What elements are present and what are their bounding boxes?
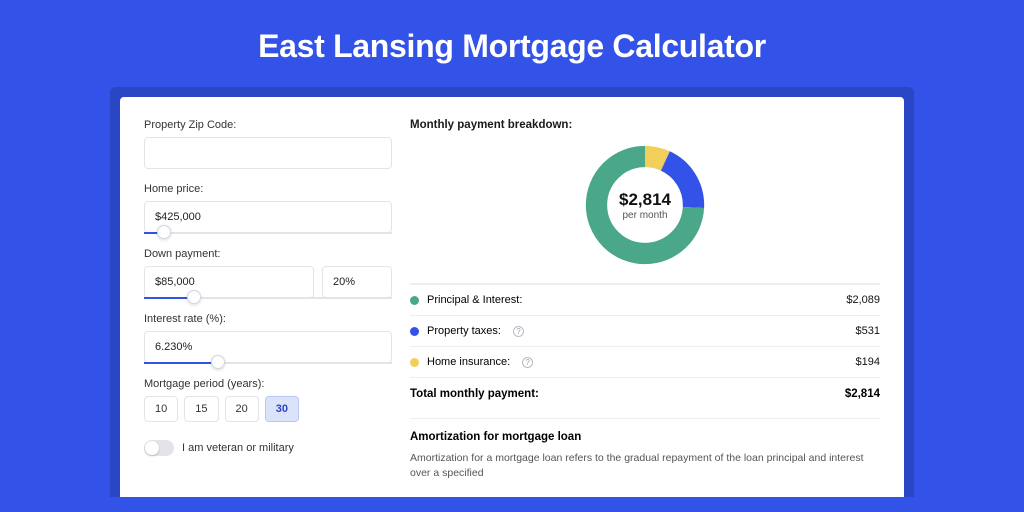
breakdown-row: Property taxes:? $531 [410,315,880,346]
donut-chart: $2,814 per month [581,141,709,269]
page-title: East Lansing Mortgage Calculator [0,0,1024,87]
donut-center: $2,814 per month [581,141,709,269]
breakdown-value: $2,089 [846,294,880,306]
rate-slider[interactable] [144,362,392,364]
zip-label: Property Zip Code: [144,119,392,131]
veteran-toggle-knob [145,441,159,455]
breakdown-row-left: Property taxes:? [410,325,524,337]
amortization-text: Amortization for a mortgage loan refers … [410,451,880,480]
rate-slider-fill [144,362,218,364]
breakdown-row: Home insurance:? $194 [410,346,880,377]
period-option-30[interactable]: 30 [265,396,299,422]
period-option-20[interactable]: 20 [225,396,259,422]
legend-dot [410,296,419,305]
card-shadow: Property Zip Code: Home price: Down paym… [110,87,914,497]
down-label: Down payment: [144,248,392,260]
period-options: 1015 2030 [144,396,392,422]
price-slider[interactable] [144,232,392,234]
rate-label: Interest rate (%): [144,313,392,325]
breakdown-row: Principal & Interest: $2,089 [410,284,880,315]
period-option-15[interactable]: 15 [184,396,218,422]
price-slider-thumb[interactable] [157,225,171,239]
donut-center-value: $2,814 [619,190,671,210]
amortization-title: Amortization for mortgage loan [410,431,880,443]
total-value: $2,814 [845,388,880,400]
veteran-toggle[interactable] [144,440,174,456]
veteran-label: I am veteran or military [182,442,294,454]
legend-dot [410,358,419,367]
price-label: Home price: [144,183,392,195]
breakdown-label: Property taxes: [427,325,501,337]
zip-input[interactable] [144,137,392,169]
price-input[interactable] [144,201,392,233]
amortization-section: Amortization for mortgage loan Amortizat… [410,418,880,480]
down-slider[interactable] [144,297,392,299]
help-icon[interactable]: ? [513,326,524,337]
donut-center-sub: per month [622,210,667,221]
price-field-group: Home price: [144,183,392,234]
rate-input[interactable] [144,331,392,363]
rate-field-group: Interest rate (%): [144,313,392,364]
veteran-row: I am veteran or military [144,440,392,456]
down-slider-thumb[interactable] [187,290,201,304]
legend-dot [410,327,419,336]
breakdown-value: $194 [856,356,880,368]
zip-field-group: Property Zip Code: [144,119,392,169]
breakdown-row-left: Principal & Interest: [410,294,522,306]
rate-slider-thumb[interactable] [211,355,225,369]
period-option-10[interactable]: 10 [144,396,178,422]
breakdown-title: Monthly payment breakdown: [410,119,880,131]
down-amount-input[interactable] [144,266,314,298]
period-label: Mortgage period (years): [144,378,392,390]
donut-chart-wrap: $2,814 per month [410,141,880,269]
inputs-column: Property Zip Code: Home price: Down paym… [144,119,392,497]
breakdown-value: $531 [856,325,880,337]
down-field-group: Down payment: [144,248,392,299]
period-field-group: Mortgage period (years): 1015 2030 [144,378,392,422]
breakdown-label: Principal & Interest: [427,294,522,306]
breakdown-column: Monthly payment breakdown: $2,814 per mo… [410,119,880,497]
down-pct-input[interactable] [322,266,392,298]
breakdown-row-left: Home insurance:? [410,356,533,368]
total-row: Total monthly payment: $2,814 [410,377,880,410]
help-icon[interactable]: ? [522,357,533,368]
total-label: Total monthly payment: [410,388,539,400]
calculator-card: Property Zip Code: Home price: Down paym… [120,97,904,497]
breakdown-label: Home insurance: [427,356,510,368]
